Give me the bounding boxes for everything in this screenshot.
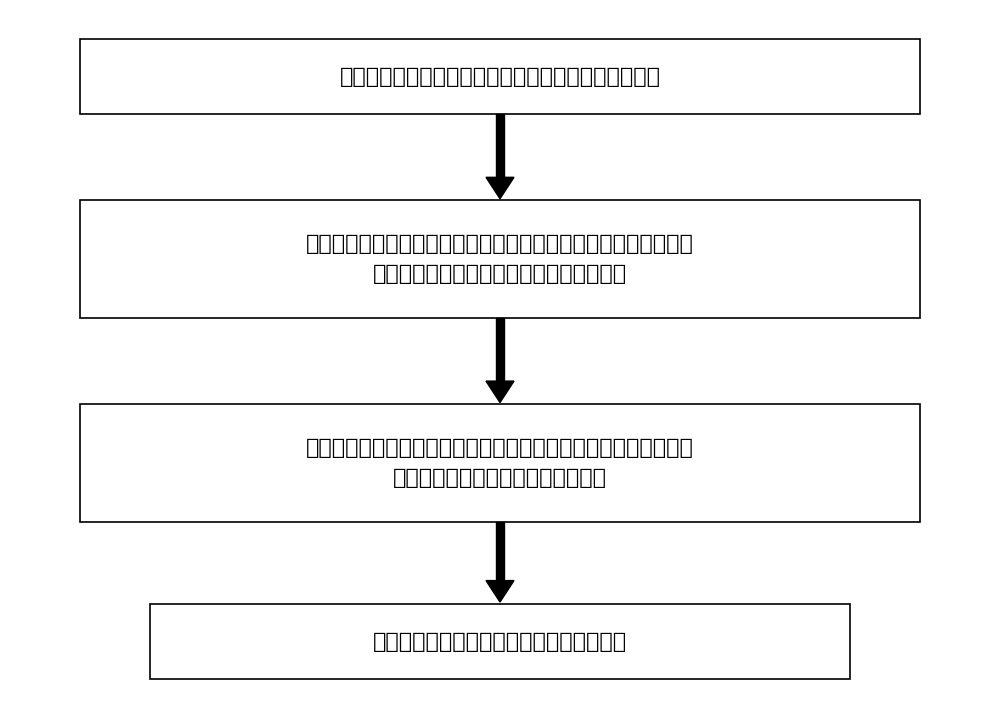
Polygon shape bbox=[496, 318, 504, 381]
Text: 构建判断矩阵，得到判断矩阵的权重向量，并计算各指标在露天矿
复垦区生态系统恢复力测度值中所占的权重: 构建判断矩阵，得到判断矩阵的权重向量，并计算各指标在露天矿 复垦区生态系统恢复力… bbox=[306, 235, 694, 284]
FancyBboxPatch shape bbox=[80, 404, 920, 522]
Polygon shape bbox=[496, 522, 504, 581]
Polygon shape bbox=[486, 381, 514, 403]
Polygon shape bbox=[496, 114, 504, 177]
Text: 建立露天矿复垦区生态系统恢复力测度的层次结构模型: 建立露天矿复垦区生态系统恢复力测度的层次结构模型 bbox=[340, 67, 660, 87]
FancyBboxPatch shape bbox=[80, 39, 920, 114]
FancyBboxPatch shape bbox=[80, 200, 920, 318]
Polygon shape bbox=[486, 177, 514, 199]
Text: 对指标层中的各指标在复垦区和未受扰动背景区的实测数据进行相
对值运算，确定指标层中各指标得分: 对指标层中的各指标在复垦区和未受扰动背景区的实测数据进行相 对值运算，确定指标层… bbox=[306, 438, 694, 488]
FancyBboxPatch shape bbox=[150, 604, 850, 679]
Polygon shape bbox=[486, 581, 514, 602]
Text: 进行露天矿复垦区生态系统恢复力测度计算: 进行露天矿复垦区生态系统恢复力测度计算 bbox=[373, 632, 627, 651]
